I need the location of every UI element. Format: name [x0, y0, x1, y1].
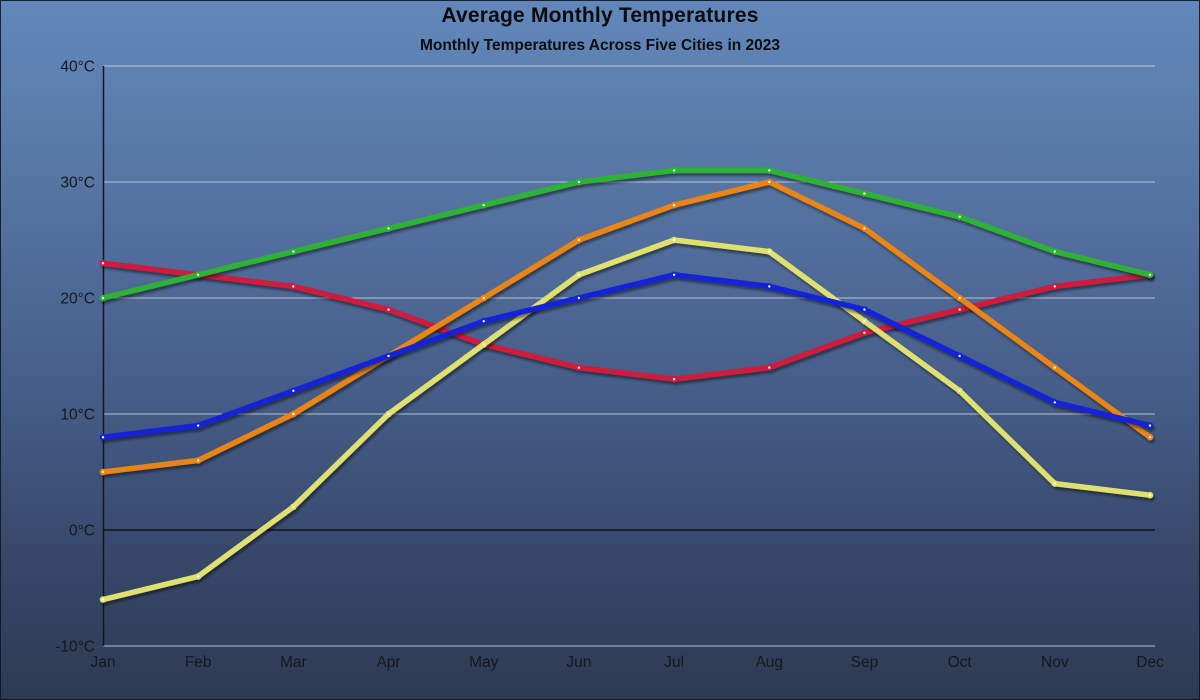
- data-point-core: [768, 285, 771, 288]
- y-axis-label: 10°C: [60, 407, 95, 424]
- x-axis-label-apr: Apr: [376, 654, 400, 671]
- data-point-core: [387, 227, 390, 230]
- data-point-core: [672, 169, 676, 172]
- x-axis-label-jun: Jun: [566, 654, 591, 671]
- data-point-core: [387, 308, 390, 311]
- data-point-core: [196, 273, 200, 276]
- x-axis-label-jul: Jul: [664, 654, 684, 671]
- data-point-core: [958, 389, 961, 392]
- data-point-core: [1148, 494, 1152, 497]
- data-point-core: [1053, 285, 1057, 288]
- data-point-core: [768, 250, 771, 253]
- orange-line: [100, 179, 1153, 475]
- data-point-core: [958, 215, 961, 218]
- data-point-core: [196, 575, 200, 578]
- data-point-core: [482, 296, 485, 300]
- data-point-core: [958, 296, 961, 300]
- chart-subtitle: Monthly Temperatures Across Five Cities …: [419, 37, 781, 54]
- x-axis-label-jan: Jan: [91, 654, 116, 671]
- data-point-core: [387, 412, 390, 416]
- data-point-core: [577, 273, 581, 276]
- series-yellow-green-line: [99, 236, 1154, 603]
- x-axis-label-oct: Oct: [948, 654, 973, 671]
- data-point-core: [672, 273, 676, 276]
- data-point-core: [1148, 424, 1152, 427]
- data-point-core: [768, 366, 771, 369]
- y-axis-label: 20°C: [60, 291, 95, 308]
- data-point-core: [577, 296, 581, 300]
- data-point-core: [768, 180, 771, 184]
- y-axis-label: 40°C: [60, 59, 95, 76]
- data-point-core: [101, 598, 105, 601]
- data-point-core: [863, 331, 866, 334]
- y-axis-label: 30°C: [60, 175, 95, 192]
- series-red-line: [99, 259, 1154, 383]
- x-axis-label-feb: Feb: [185, 654, 212, 671]
- data-point-core: [101, 470, 105, 474]
- data-point-core: [101, 436, 105, 439]
- data-point-core: [1053, 401, 1057, 404]
- data-point-core: [292, 285, 295, 288]
- x-axis-label-sep: Sep: [851, 654, 879, 671]
- data-point-core: [672, 204, 676, 207]
- y-axis-label: 0°C: [69, 523, 95, 540]
- data-point-core: [292, 505, 295, 508]
- data-point-core: [1148, 273, 1152, 276]
- data-point-core: [1148, 436, 1152, 439]
- data-point-core: [1053, 250, 1057, 253]
- x-axis-label-dec: Dec: [1136, 654, 1164, 671]
- data-point-core: [1053, 366, 1057, 369]
- series-orange-line: [99, 178, 1154, 476]
- data-point-core: [863, 308, 866, 311]
- data-point-core: [387, 354, 390, 358]
- data-point-core: [672, 378, 676, 381]
- data-point-core: [482, 204, 485, 207]
- x-axis-label-may: May: [469, 654, 499, 671]
- data-point-core: [292, 412, 295, 416]
- series-green-line: [99, 167, 1154, 302]
- data-point-core: [196, 459, 200, 462]
- x-axis-label-nov: Nov: [1041, 654, 1069, 671]
- data-point-core: [768, 169, 771, 172]
- data-point-core: [482, 320, 485, 323]
- data-point-core: [863, 227, 866, 230]
- blue-line: [100, 272, 1153, 440]
- x-axis-label-mar: Mar: [280, 654, 307, 671]
- data-point-core: [577, 238, 581, 242]
- data-point-core: [863, 192, 866, 195]
- data-point-core: [863, 320, 866, 323]
- x-axis-label-aug: Aug: [755, 654, 783, 671]
- data-point-core: [958, 354, 961, 358]
- data-point-core: [292, 389, 295, 392]
- data-point-core: [958, 308, 961, 311]
- data-point-core: [1053, 482, 1057, 485]
- y-axis-label: -10°C: [55, 639, 95, 656]
- data-point-core: [101, 296, 105, 300]
- chart-title: Average Monthly Temperatures: [441, 4, 759, 27]
- data-point-core: [482, 343, 485, 346]
- data-point-core: [672, 238, 676, 242]
- green-line: [100, 167, 1153, 301]
- data-point-core: [196, 424, 200, 427]
- data-point-core: [577, 366, 581, 369]
- data-point-core: [101, 262, 105, 265]
- series-blue-line: [99, 271, 1154, 441]
- red-line: [100, 260, 1153, 382]
- data-point-core: [292, 250, 295, 253]
- data-point-core: [577, 180, 581, 184]
- yellow-green-line: [100, 237, 1153, 603]
